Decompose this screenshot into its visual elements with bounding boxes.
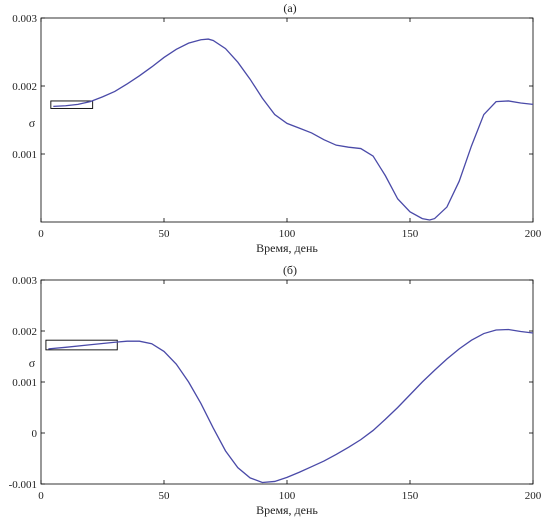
panel-a-ylabel: σ [29, 116, 36, 130]
panel-b-ytick-label: 0.001 [12, 377, 37, 389]
panel-a-ytick-label: 0.001 [12, 149, 37, 161]
panel-b-ytick-label: 0.003 [12, 275, 37, 287]
panel-b-ytick-label: 0.002 [12, 326, 37, 338]
panel-b-xtick-label: 50 [159, 490, 171, 502]
panel-b-title: (б) [283, 263, 297, 277]
panel-b-ytick-label: -0.001 [9, 479, 37, 491]
panel-a-plot-frame [40, 17, 534, 223]
panel-a-xtick-label: 100 [279, 228, 296, 240]
panel-a-inset-rectangle [50, 100, 94, 109]
panel-a-ytick-label: 0.003 [12, 13, 37, 25]
panel-a-ytick-label: 0.002 [12, 81, 37, 93]
panel-a-xlabel: Время, день [256, 241, 318, 255]
panel-b-xtick-label: 200 [525, 490, 542, 502]
panel-a-xtick-label: 50 [159, 228, 171, 240]
panel-b-ylabel: σ [29, 356, 36, 370]
panel-b-xlabel: Время, день [256, 503, 318, 517]
panel-b-xtick-label: 0 [38, 490, 44, 502]
panel-b: (б) Время, день σ 0 50 100 150 200-0.00100.0… [9, 263, 542, 517]
panel-a-xtick-label: 200 [525, 228, 542, 240]
panel-a-xtick-label: 0 [38, 228, 44, 240]
panel-a-xtick-label: 150 [402, 228, 419, 240]
panel-b-xtick-label: 150 [402, 490, 419, 502]
panel-a-title: (а) [283, 1, 296, 15]
panel-a-series-line [53, 38, 534, 221]
panel-b-xtick-label: 100 [279, 490, 296, 502]
panel-b-series-line [48, 328, 534, 484]
panel-b-ytick-label: 0 [32, 428, 38, 440]
panel-b-plot-frame [40, 279, 534, 485]
panel-a: (а) Время, день σ 0 50 100 150 200 0.001 0.002… [12, 1, 542, 255]
panel-b-inset-rectangle [45, 339, 118, 351]
